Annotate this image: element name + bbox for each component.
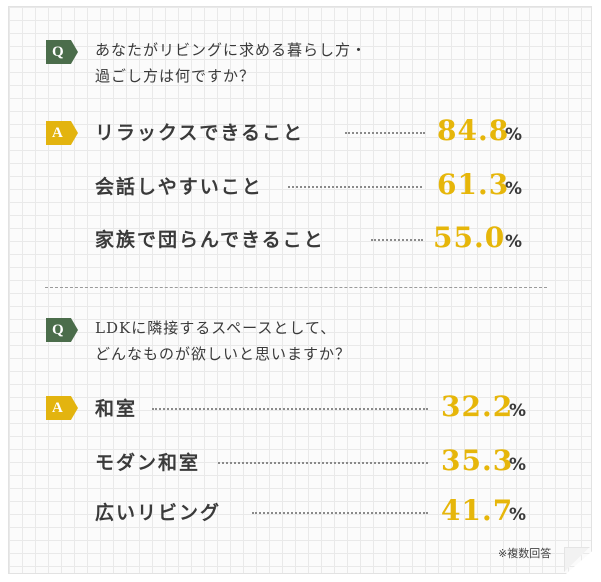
answer-label: 和室: [95, 398, 138, 420]
question-1: あなたがリビングに求める暮らし方・ 過ごし方は何ですか？: [95, 37, 367, 89]
answer-value: 35.3: [441, 444, 514, 477]
footnote: ※複数回答: [498, 547, 552, 560]
answer-badge-1: A: [46, 121, 78, 145]
question-badge-2: Q: [46, 318, 78, 342]
leader-dots: [345, 132, 425, 134]
question-badge-1: Q: [46, 40, 78, 64]
answer-value: 61.3: [437, 168, 510, 201]
leader-dots: [371, 239, 423, 241]
answer-label: 家族で団らんできること: [95, 229, 325, 251]
answer-value: 41.7: [441, 494, 514, 527]
answer-label: リラックスできること: [95, 122, 305, 144]
answer-label: 広いリビング: [95, 502, 222, 524]
leader-dots: [252, 512, 428, 514]
question-2-line2: どんなものが欲しいと思いますか？: [95, 345, 352, 363]
percent-unit: %: [509, 455, 527, 475]
answer-badge-2: A: [46, 396, 78, 420]
percent-unit: %: [509, 401, 527, 421]
leader-dots: [218, 462, 428, 464]
leader-dots: [288, 186, 422, 188]
percent-unit: %: [505, 125, 523, 145]
answer-value: 55.0: [433, 221, 506, 254]
answer-value: 84.8: [437, 114, 510, 147]
answer-label: モダン和室: [95, 452, 201, 474]
percent-unit: %: [505, 232, 523, 252]
answer-value: 32.2: [441, 390, 514, 423]
leader-dots: [152, 408, 428, 410]
percent-unit: %: [505, 179, 523, 199]
question-2: LDKに隣接するスペースとして、 どんなものが欲しいと思いますか？: [95, 315, 351, 367]
percent-unit: %: [509, 505, 527, 525]
survey-card: [8, 6, 592, 574]
section-divider: [45, 287, 547, 288]
question-2-line1: LDKに隣接するスペースとして、: [95, 319, 337, 337]
answer-label: 会話しやすいこと: [95, 176, 263, 198]
question-1-line1: あなたがリビングに求める暮らし方・: [95, 41, 368, 59]
question-1-line2: 過ごし方は何ですか？: [95, 67, 256, 85]
